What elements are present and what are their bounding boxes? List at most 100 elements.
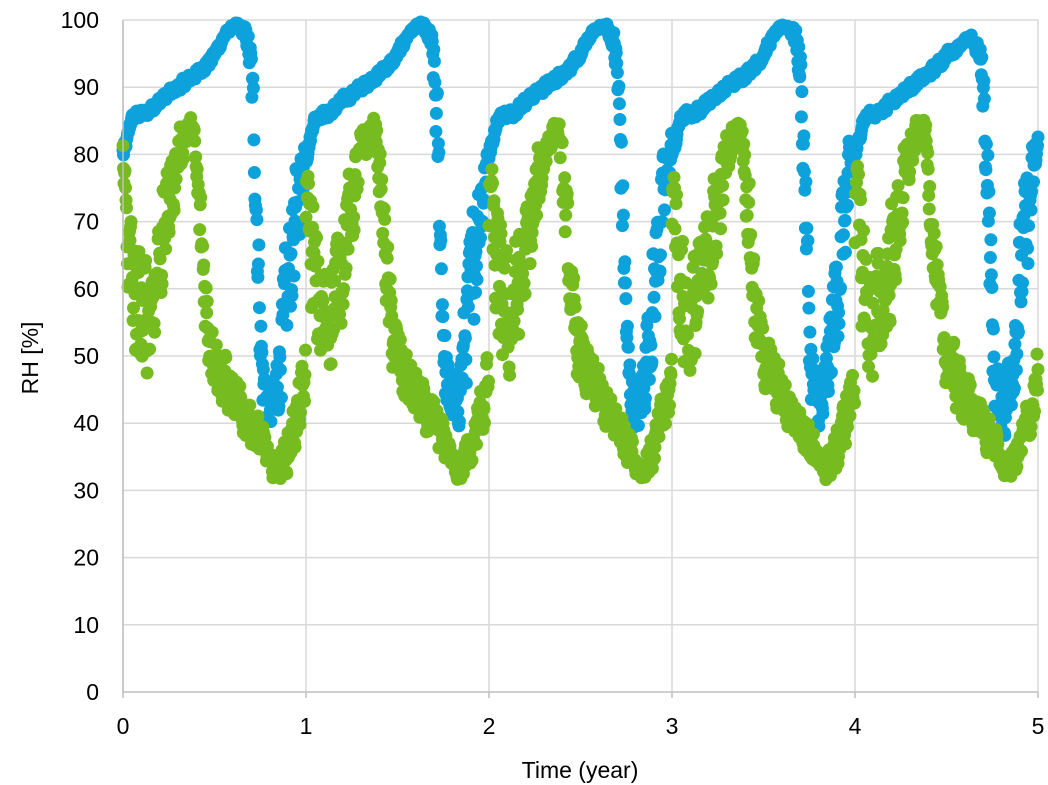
- data-point: [294, 406, 307, 419]
- data-point: [298, 394, 311, 408]
- data-point: [429, 125, 443, 138]
- data-point: [284, 247, 298, 261]
- data-point: [713, 206, 727, 220]
- data-point: [347, 210, 361, 224]
- data-point: [1015, 444, 1028, 458]
- data-point: [525, 239, 539, 253]
- data-point: [930, 258, 944, 272]
- data-point: [852, 167, 865, 181]
- data-point: [644, 338, 658, 352]
- data-point: [832, 317, 846, 331]
- data-point: [459, 376, 473, 390]
- data-point: [169, 172, 183, 186]
- data-point: [1031, 363, 1045, 376]
- data-point: [247, 133, 261, 147]
- data-point: [393, 333, 407, 347]
- data-point: [1024, 203, 1038, 217]
- data-point: [975, 50, 989, 64]
- data-point: [922, 202, 936, 216]
- data-point: [893, 234, 907, 248]
- data-point: [153, 252, 167, 266]
- data-point: [841, 420, 854, 434]
- data-point: [561, 196, 575, 210]
- data-point: [243, 398, 257, 412]
- data-point: [843, 409, 857, 423]
- data-point: [983, 251, 997, 264]
- data-point: [337, 282, 351, 296]
- data-point: [1022, 219, 1035, 233]
- data-point: [247, 166, 261, 179]
- data-point: [642, 373, 656, 386]
- data-point: [200, 294, 214, 308]
- data-point: [806, 427, 820, 441]
- data-point: [668, 222, 682, 236]
- data-point: [155, 277, 169, 291]
- data-point: [427, 43, 441, 56]
- data-point: [1004, 398, 1018, 412]
- data-point: [610, 66, 624, 80]
- data-point: [839, 437, 852, 451]
- data-point: [560, 187, 574, 201]
- data-point: [891, 179, 905, 193]
- data-point: [341, 242, 355, 256]
- data-point: [985, 281, 999, 294]
- data-point: [568, 300, 582, 314]
- y-tick-label: 80: [73, 141, 99, 167]
- data-point: [837, 228, 850, 242]
- data-point: [982, 206, 996, 220]
- data-point: [824, 365, 838, 379]
- y-tick-label: 90: [73, 74, 99, 100]
- data-point: [795, 85, 809, 99]
- data-point: [124, 215, 138, 229]
- data-point: [742, 196, 756, 209]
- data-point: [474, 231, 487, 245]
- axes: 0 10 20 30 40 50 60 70 80 90 100 0 1 2 3 4 5: [61, 7, 1045, 739]
- y-tick-label: 30: [73, 477, 99, 503]
- data-point: [620, 319, 634, 333]
- data-point: [613, 113, 627, 126]
- data-point: [176, 152, 190, 166]
- data-point: [921, 162, 935, 176]
- data-point: [435, 298, 449, 312]
- x-axis-title: Time (year): [522, 757, 639, 783]
- data-point: [284, 299, 297, 313]
- data-point: [485, 162, 499, 176]
- data-point: [486, 176, 499, 190]
- data-point: [963, 378, 977, 392]
- data-point: [255, 345, 269, 359]
- data-point: [299, 210, 313, 224]
- data-point: [691, 304, 705, 318]
- data-point: [794, 58, 808, 72]
- data-point: [857, 224, 870, 237]
- x-tick-label: 1: [300, 713, 313, 739]
- y-tick-label: 60: [73, 276, 99, 302]
- data-point: [432, 146, 446, 159]
- data-point: [428, 75, 442, 89]
- data-point: [821, 385, 835, 398]
- x-tick-label: 3: [666, 713, 679, 739]
- data-point: [429, 106, 443, 120]
- data-point: [234, 391, 248, 405]
- data-point: [797, 165, 811, 179]
- data-point: [653, 264, 667, 278]
- data-point: [274, 391, 288, 405]
- data-point: [864, 347, 878, 361]
- data-point: [205, 325, 219, 339]
- data-point: [929, 240, 943, 253]
- data-point: [1028, 404, 1041, 418]
- data-point: [614, 135, 628, 149]
- data-point: [378, 212, 392, 226]
- data-point: [752, 294, 766, 308]
- data-point: [119, 181, 132, 195]
- data-point: [434, 233, 448, 247]
- data-point: [127, 301, 140, 315]
- data-point: [710, 247, 724, 261]
- data-point: [618, 255, 632, 269]
- y-tick-label: 20: [73, 545, 99, 571]
- data-point: [838, 213, 852, 227]
- data-point: [219, 351, 233, 365]
- data-point: [311, 254, 325, 268]
- data-point: [735, 124, 749, 138]
- data-point: [936, 300, 950, 314]
- data-point: [981, 148, 995, 162]
